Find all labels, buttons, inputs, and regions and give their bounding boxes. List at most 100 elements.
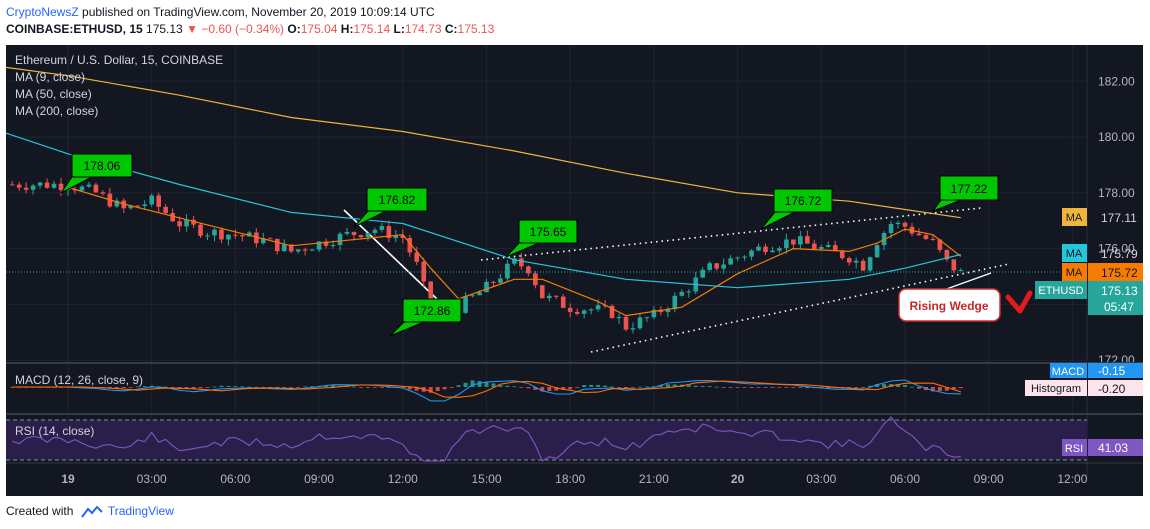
macd-histogram-bar [561,387,566,390]
callout-label: 177.22 [951,182,988,196]
candle-body [707,263,712,270]
macd-histogram-bar [282,387,287,388]
candle-body [728,258,733,265]
macd-histogram-bar [351,386,356,388]
low-value: 174.73 [404,22,442,36]
candle-body [254,232,259,244]
down-arrow-icon [1005,290,1033,314]
candle-body [191,219,196,225]
candle-body [519,258,524,267]
macd-histogram-bar [289,387,294,388]
tradingview-link[interactable]: TradingView [107,504,174,518]
candle-body [623,316,629,330]
macd-histogram-bar [909,386,914,388]
wedge-upper-line [480,207,982,261]
candle-body [37,182,43,186]
macd-histogram-bar [630,387,635,388]
candle-body [791,239,796,245]
footer: Created with TradingView [6,504,174,518]
candle-body [23,187,29,190]
candle-body [560,296,566,308]
time-tick-label: 21:00 [639,472,669,486]
macd-histogram-bar [637,386,642,388]
macd-histogram-bar [435,387,440,392]
candle-body [484,281,489,293]
candle-body [470,295,475,297]
macd-histogram-bar [930,387,935,392]
candle-body [923,235,929,239]
time-tick-label: 12:00 [1057,472,1087,486]
symbol-price-tag: ETHUSD 175.13 05:47 [1035,281,1143,315]
macd-histogram-bar [477,380,482,387]
candle-body [142,204,148,207]
time-tick-label: 06:00 [220,472,250,486]
candle-body [407,237,413,253]
rsi-path [12,416,961,462]
candle-body [240,235,245,237]
macd-histogram-bar [310,386,315,388]
candle-body [414,252,420,262]
candle-body [895,222,901,225]
candle-body [665,309,671,313]
macd-histogram-bar [170,387,175,388]
chart-canvas[interactable]: 178.06 176.82 172.86 175.65 176.72 177.2… [6,45,1143,496]
macd-histogram-bar [386,387,391,388]
ma50-legend: MA (50, close) [15,87,92,101]
close-label: C: [444,22,458,36]
macd-histogram-bar [868,385,873,387]
candle-body [644,317,650,319]
candle-body [100,192,106,194]
macd-histogram-bar [777,387,782,388]
macd-histogram-bar [121,387,126,388]
candle-body [51,183,57,188]
candle-body [233,234,238,236]
macd-histogram-bar [903,385,907,387]
svg-text:175.79: 175.79 [1101,247,1138,261]
candle-body [344,231,350,234]
svg-text:Histogram: Histogram [1031,383,1081,395]
chart-area[interactable]: 178.06 176.82 172.86 175.65 176.72 177.2… [6,45,1143,496]
macd-histogram-bar [296,387,301,388]
candle-body [149,195,154,205]
candle-body [609,305,615,318]
histogram-tag: Histogram -0.20 [1025,380,1143,396]
candle-body [853,260,859,263]
candle-body [825,245,831,247]
macd-histogram-bar [826,387,831,389]
last-price: 175.13 [146,22,183,36]
macd-histogram-bar [693,385,698,387]
close-value: 175.13 [457,22,495,36]
rsi-legend: RSI (14, close) [15,424,94,438]
candle-body [839,250,845,259]
candle-body [714,263,719,269]
callout-177-22: 177.22 [931,175,999,213]
candle-body [477,292,482,296]
time-axis: 19 03:00 06:00 09:00 12:00 15:00 18:00 21:00 20 0… [61,472,1087,486]
candle-body [323,241,329,246]
candle-body [574,311,580,314]
candle-body [93,184,99,193]
macd-histogram-bar [261,387,266,388]
macd-histogram-bar [428,387,433,393]
candle-body [295,249,301,252]
candle-body [819,246,824,249]
candle-body [30,185,36,190]
candle-body [546,295,552,299]
candle-body [261,238,266,244]
macd-histogram-bar [791,387,796,388]
macd-histogram-bar [568,387,573,390]
candle-body [902,222,908,227]
candle-body [330,245,336,247]
callout-178-06: 178.06 [60,153,133,194]
macd-tag: MACD -0.15 [1050,363,1143,378]
author-link[interactable]: CryptoNewsZ [6,5,79,19]
svg-text:175.72: 175.72 [1101,266,1138,280]
candle-body [777,248,782,251]
ma9-legend: MA (9, close) [15,70,85,84]
macd-histogram-bar [198,387,203,389]
macd-histogram-bar [128,387,133,388]
candle-body [177,221,182,227]
candle-body [212,229,217,236]
macd-histogram-bar [596,384,601,387]
candle-body [930,238,936,240]
